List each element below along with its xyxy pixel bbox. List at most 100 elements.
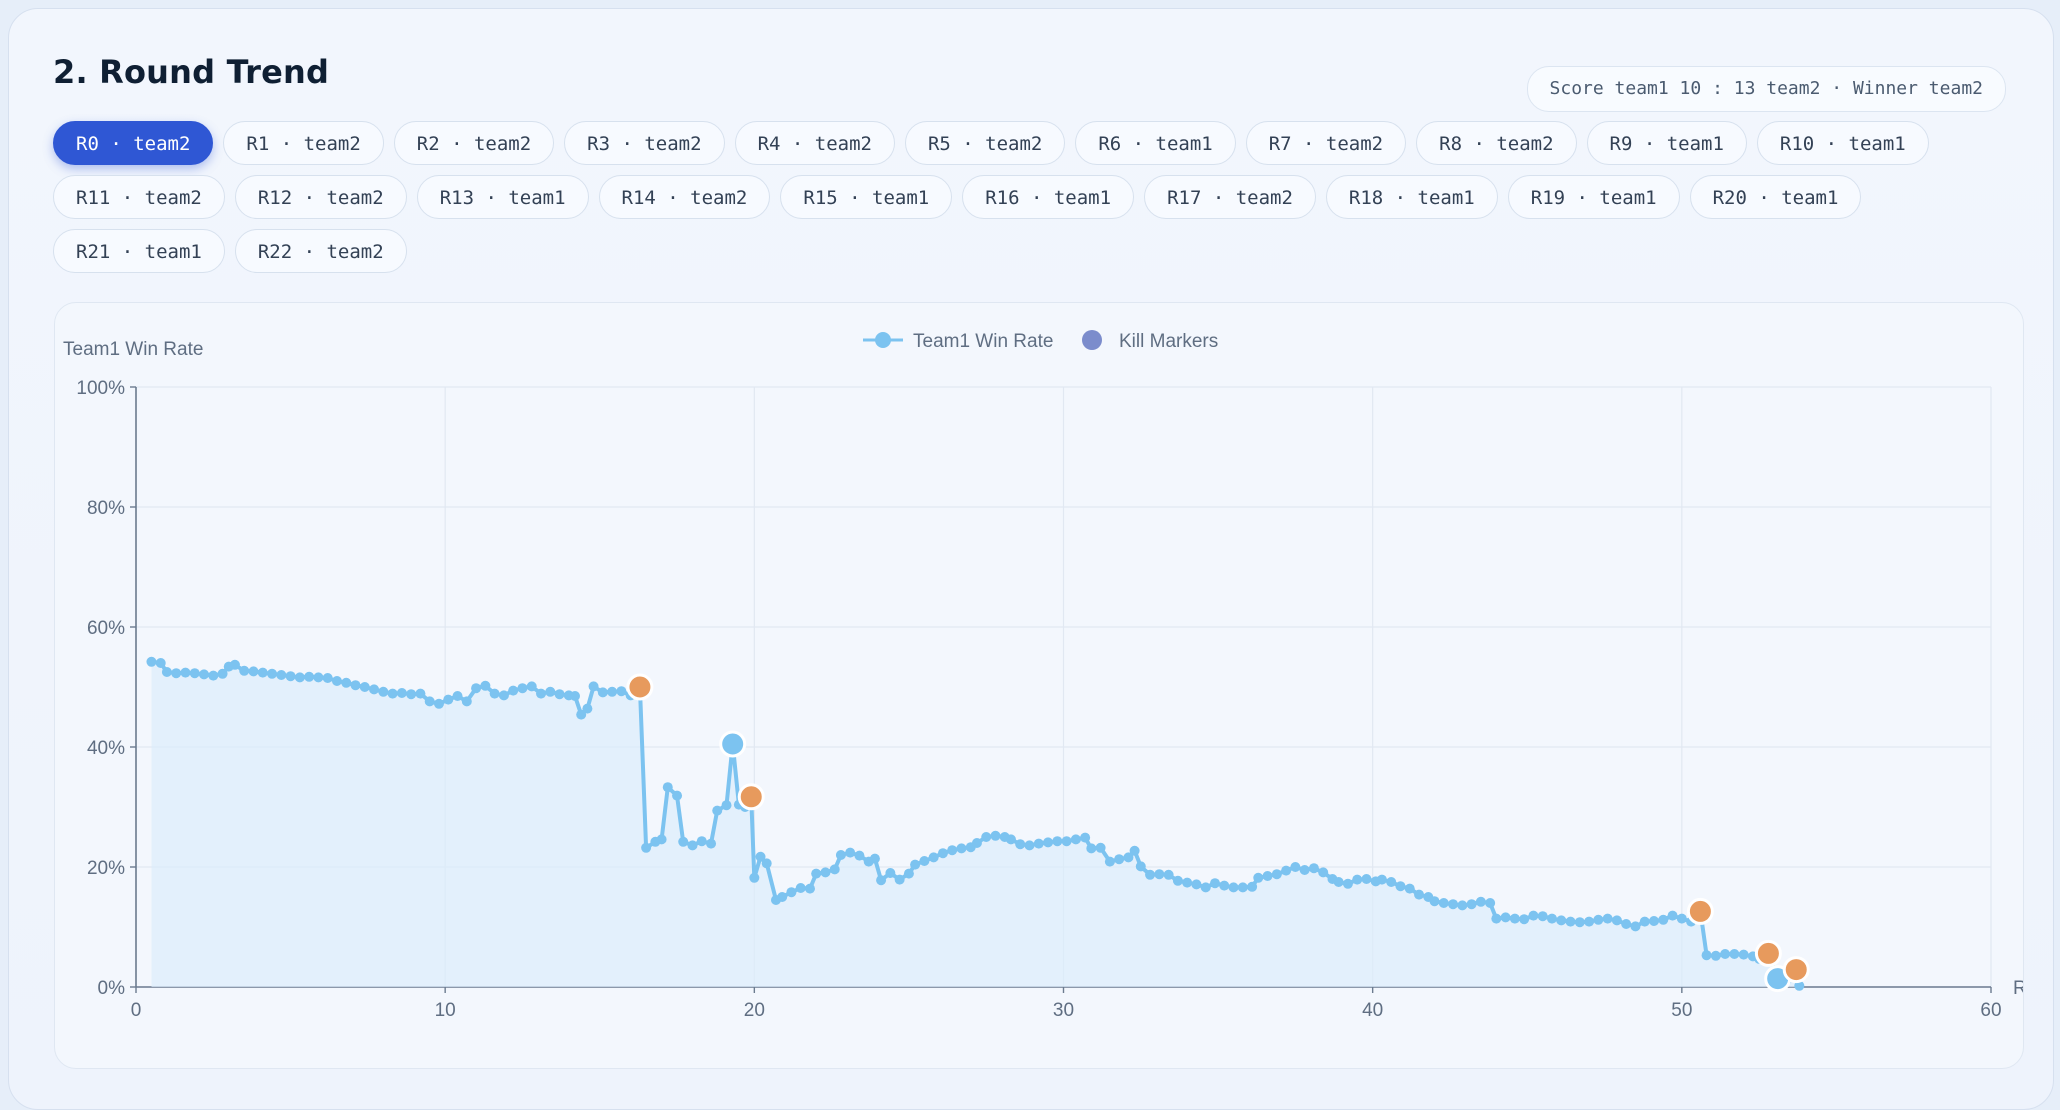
series-point[interactable] — [616, 686, 627, 697]
series-point[interactable] — [1333, 877, 1344, 887]
series-point[interactable] — [341, 677, 352, 688]
series-point[interactable] — [845, 847, 856, 858]
series-point[interactable] — [1154, 869, 1165, 880]
series-point[interactable] — [517, 683, 528, 694]
series-point[interactable] — [706, 838, 717, 849]
series-point[interactable] — [208, 670, 219, 681]
round-pill-r6[interactable]: R6 · team1 — [1075, 121, 1236, 165]
series-point[interactable] — [480, 680, 491, 691]
series-point[interactable] — [1574, 917, 1585, 928]
series-point[interactable] — [199, 669, 210, 680]
series-point[interactable] — [1114, 854, 1125, 865]
series-point[interactable] — [662, 782, 673, 793]
round-pill-r5[interactable]: R5 · team2 — [904, 121, 1066, 165]
series-point[interactable] — [1271, 869, 1282, 880]
series-point[interactable] — [1095, 842, 1106, 853]
series-point[interactable] — [1649, 916, 1660, 926]
round-pill-r13[interactable]: R13 · team1 — [416, 175, 589, 219]
series-point[interactable] — [1475, 896, 1486, 907]
series-point[interactable] — [1043, 837, 1054, 848]
series-point[interactable] — [947, 845, 958, 856]
series-point[interactable] — [1163, 869, 1174, 880]
series-point[interactable] — [1676, 913, 1687, 924]
kill-marker-team2[interactable] — [626, 673, 654, 701]
series-point[interactable] — [678, 836, 689, 847]
series-point[interactable] — [607, 686, 618, 697]
series-point[interactable] — [1500, 912, 1511, 923]
series-point[interactable] — [597, 687, 608, 698]
series-point[interactable] — [1658, 914, 1669, 925]
series-point[interactable] — [443, 694, 454, 705]
series-point[interactable] — [1621, 919, 1632, 929]
round-pill-r3[interactable]: R3 · team2 — [564, 121, 725, 165]
series-point[interactable] — [1556, 915, 1567, 926]
round-pill-r10[interactable]: R10 · team1 — [1756, 121, 1929, 165]
series-point[interactable] — [387, 688, 398, 699]
round-pill-r4[interactable]: R4 · team2 — [734, 121, 895, 165]
round-pill-r12[interactable]: R12 · team2 — [234, 175, 407, 219]
series-point[interactable] — [990, 830, 1001, 841]
series-point[interactable] — [1191, 879, 1202, 890]
series-point[interactable] — [248, 666, 259, 677]
series-point[interactable] — [696, 836, 707, 847]
series-point[interactable] — [217, 668, 228, 679]
series-point[interactable] — [835, 850, 846, 860]
series-point[interactable] — [1710, 950, 1721, 961]
series-point[interactable] — [903, 868, 914, 879]
series-point[interactable] — [854, 850, 865, 861]
series-point[interactable] — [1015, 839, 1026, 850]
series-point[interactable] — [1228, 882, 1239, 893]
series-point[interactable] — [239, 665, 250, 676]
series-point[interactable] — [885, 868, 896, 878]
series-point[interactable] — [1794, 980, 1805, 991]
round-pill-r1[interactable]: R1 · team2 — [223, 121, 384, 165]
series-point[interactable] — [1639, 916, 1650, 927]
series-point[interactable] — [1033, 838, 1044, 849]
series-point[interactable] — [786, 887, 797, 898]
series-point[interactable] — [1720, 949, 1731, 959]
series-point[interactable] — [331, 676, 342, 686]
series-point[interactable] — [1052, 836, 1063, 847]
series-point[interactable] — [656, 834, 667, 845]
series-point[interactable] — [820, 867, 831, 878]
series-point[interactable] — [1565, 916, 1576, 927]
series-point[interactable] — [1086, 843, 1097, 854]
round-pill-r22[interactable]: R22 · team2 — [234, 229, 407, 273]
series-point[interactable] — [641, 842, 652, 853]
series-point[interactable] — [1290, 862, 1301, 872]
series-point[interactable] — [1491, 913, 1502, 924]
series-point[interactable] — [795, 883, 806, 893]
series-point[interactable] — [1237, 882, 1248, 893]
series-point[interactable] — [471, 683, 482, 694]
series-point[interactable] — [1546, 913, 1557, 924]
series-point[interactable] — [910, 859, 921, 870]
round-pill-r2[interactable]: R2 · team2 — [393, 121, 555, 165]
series-point[interactable] — [1466, 899, 1477, 910]
series-point[interactable] — [1528, 910, 1539, 921]
series-point[interactable] — [1738, 949, 1749, 960]
series-point[interactable] — [1262, 871, 1273, 881]
series-point[interactable] — [1200, 882, 1211, 893]
kill-marker-team1[interactable] — [719, 730, 747, 758]
series-point[interactable] — [1080, 832, 1091, 843]
series-point[interactable] — [1342, 878, 1353, 889]
series-point[interactable] — [1070, 834, 1081, 845]
series-point[interactable] — [588, 681, 599, 692]
series-point[interactable] — [161, 667, 172, 677]
series-point[interactable] — [1584, 916, 1595, 927]
series-point[interactable] — [1386, 877, 1397, 887]
series-point[interactable] — [971, 838, 982, 848]
series-point[interactable] — [350, 680, 361, 691]
series-point[interactable] — [146, 656, 157, 667]
series-point[interactable] — [1024, 840, 1035, 851]
series-point[interactable] — [777, 892, 788, 902]
series-point[interactable] — [749, 872, 760, 883]
round-pill-r7[interactable]: R7 · team2 — [1245, 121, 1407, 165]
series-point[interactable] — [1395, 881, 1406, 892]
series-point[interactable] — [313, 672, 324, 683]
series-point[interactable] — [1404, 883, 1415, 894]
round-pill-r8[interactable]: R8 · team2 — [1416, 121, 1577, 165]
series-point[interactable] — [180, 667, 191, 678]
series-point[interactable] — [508, 685, 519, 696]
series-point[interactable] — [554, 689, 565, 700]
